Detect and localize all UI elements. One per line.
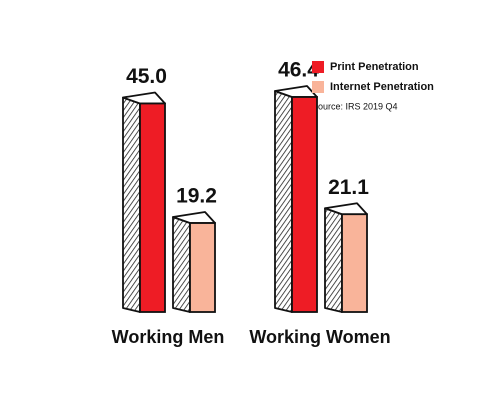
bar [291, 96, 318, 313]
category-label: Working Women [249, 327, 390, 347]
bar [341, 213, 368, 313]
bar-side [274, 90, 293, 313]
bar [189, 222, 216, 313]
legend-swatch [312, 81, 324, 93]
value-label: 46.4 [278, 59, 319, 82]
source-note: Source: IRS 2019 Q4 [312, 101, 398, 111]
value-label: 45.0 [126, 65, 167, 88]
value-label: 19.2 [176, 185, 217, 208]
legend-label: Print Penetration [330, 61, 419, 73]
legend-swatch [312, 61, 324, 73]
category-label: Working Men [112, 327, 225, 347]
bar [139, 102, 166, 313]
bar-side [324, 207, 343, 313]
value-label: 21.1 [328, 176, 369, 199]
bar-side [172, 216, 191, 313]
legend-label: Internet Penetration [330, 81, 434, 93]
bar-side [122, 96, 141, 313]
